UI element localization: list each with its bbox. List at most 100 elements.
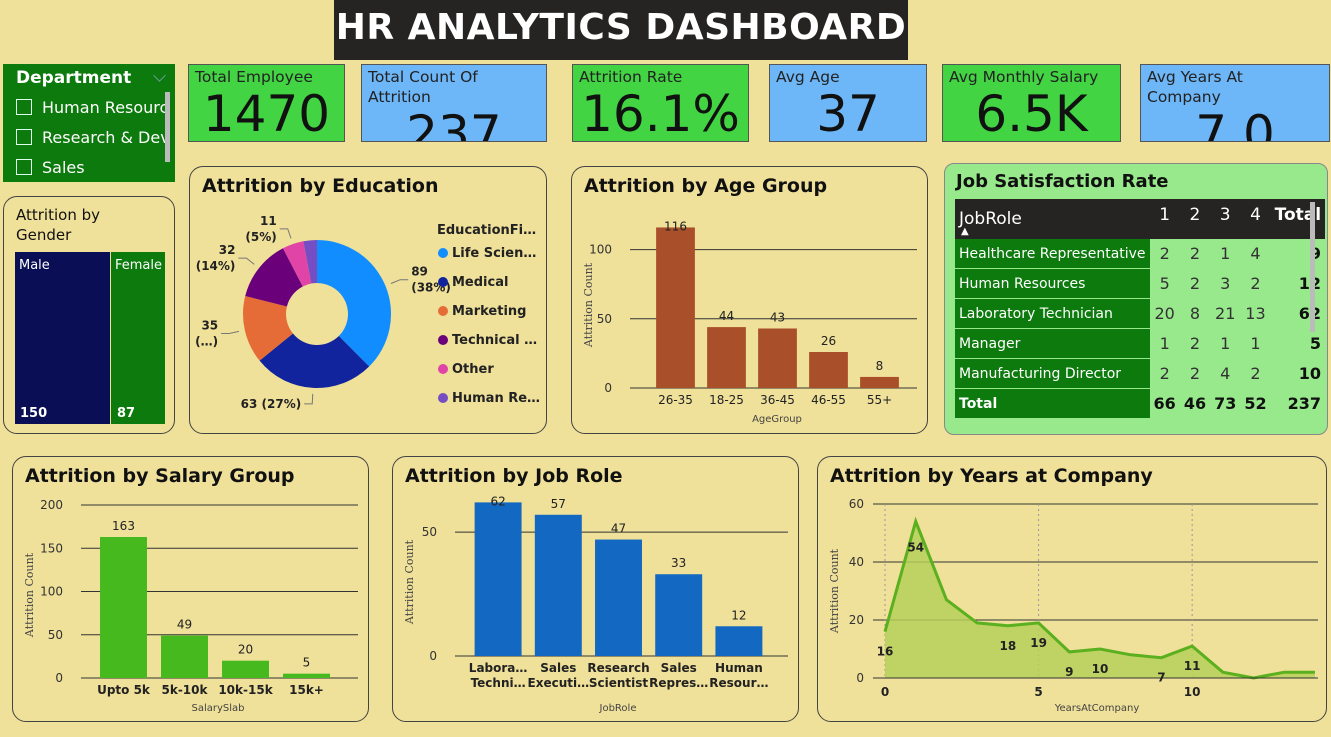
data-label: 43 xyxy=(770,310,785,324)
matrix-row-total: 62 xyxy=(1271,299,1325,329)
slicer-item-research-development[interactable]: Research & Development xyxy=(16,128,166,147)
data-label: 33 xyxy=(671,556,686,570)
slicer-scrollbar[interactable] xyxy=(165,92,170,162)
matrix-cell: 2 xyxy=(1189,274,1201,293)
matrix-row[interactable]: Manufacturing Director 2 2 4 2 10 xyxy=(955,358,1326,389)
matrix-header-2[interactable]: 2 xyxy=(1189,205,1201,225)
donut-slice[interactable] xyxy=(243,296,293,361)
matrix-row-label: Healthcare Representative xyxy=(955,239,1150,269)
matrix-header-jobrole[interactable]: JobRole ▲ xyxy=(959,209,1022,237)
x-tick-label: 15k+ xyxy=(289,683,324,697)
data-label: 116 xyxy=(664,219,687,233)
legend-item[interactable]: Medical xyxy=(452,275,508,290)
bar[interactable] xyxy=(715,626,763,656)
x-tick-label: Resour… xyxy=(709,676,768,690)
donut-slice[interactable] xyxy=(259,333,370,388)
slicer-header: Department xyxy=(16,68,132,88)
matrix-row[interactable]: Human Resources523212 xyxy=(955,268,1326,299)
matrix-scrollbar[interactable] xyxy=(1310,202,1315,332)
x-tick-label: Repres… xyxy=(649,676,708,690)
checkbox-icon[interactable] xyxy=(16,129,32,145)
legend-item[interactable]: Other xyxy=(452,362,494,377)
legend-item[interactable]: Technical … xyxy=(452,333,537,348)
data-label: 8 xyxy=(876,359,884,373)
bar[interactable] xyxy=(707,327,746,388)
matrix-row[interactable]: Manager 1 2 1 1 5 xyxy=(955,328,1326,359)
matrix-row-label: Manufacturing Director xyxy=(955,358,1150,389)
kpi-avg-monthly-salary: Avg Monthly Salary 6.5K xyxy=(942,64,1121,142)
department-slicer: Department Human Resources Research & De… xyxy=(3,64,175,182)
legend-item[interactable]: Life Scien… xyxy=(452,246,536,261)
matrix-row[interactable]: Healthcare Representative 2 2 1 4 9 xyxy=(955,239,1326,269)
jobrole-card: Attrition by Job Role 0 50 62 Labora… Techni… xyxy=(392,456,799,722)
area-fill xyxy=(885,521,1315,678)
gender-card: Attrition by Gender Male 150 Female 87 xyxy=(3,196,175,434)
leader-line xyxy=(279,228,292,239)
x-tick-label: Labora… xyxy=(469,661,528,675)
bar[interactable] xyxy=(474,502,522,656)
data-label: 163 xyxy=(112,519,135,533)
donut-slice[interactable] xyxy=(283,241,312,287)
bar[interactable] xyxy=(534,514,582,656)
matrix-cell: 1 xyxy=(1159,334,1170,353)
data-label: 20 xyxy=(238,643,253,657)
matrix-row-total: 9 xyxy=(1309,244,1322,263)
bar[interactable] xyxy=(655,574,703,656)
job-satisfaction-title: Job Satisfaction Rate xyxy=(956,171,1169,192)
bar[interactable] xyxy=(283,673,330,678)
slicer-item-sales[interactable]: Sales xyxy=(16,158,166,177)
kpi-avg-years-at-company: Avg Years At Company 7.0 xyxy=(1140,64,1330,142)
checkbox-icon[interactable] xyxy=(16,99,32,115)
gender-female-block[interactable]: Female 87 xyxy=(111,252,165,424)
series-line[interactable] xyxy=(883,516,1315,680)
matrix-header-3[interactable]: 3 xyxy=(1219,205,1231,225)
x-tick-label: 10 xyxy=(1184,685,1201,699)
legend-marker xyxy=(438,393,448,403)
sort-arrow-icon[interactable]: ▲ xyxy=(961,226,969,237)
y-tick-label: 40 xyxy=(849,555,864,569)
bar[interactable] xyxy=(595,539,642,656)
donut-slice[interactable] xyxy=(317,240,392,367)
legend-item[interactable]: Marketing xyxy=(452,304,526,319)
gender-card-title: Attrition by Gender xyxy=(16,206,100,244)
checkbox-icon[interactable] xyxy=(16,159,32,175)
legend-title: EducationFi… xyxy=(437,223,536,238)
data-label: 19 xyxy=(1030,636,1047,650)
legend-marker xyxy=(438,277,448,287)
matrix-row-label: Manager xyxy=(955,328,1150,359)
x-tick-label: 0 xyxy=(881,685,889,699)
gender-male-block[interactable]: Male 150 xyxy=(15,252,110,424)
bar[interactable] xyxy=(860,376,899,388)
donut-slice[interactable] xyxy=(245,248,303,307)
bar[interactable] xyxy=(758,328,797,388)
matrix-cell: 4 xyxy=(1220,364,1231,383)
matrix-cell: 2 xyxy=(1159,244,1170,263)
matrix-cell: 2 xyxy=(1189,244,1201,263)
slicer-item-human-resources[interactable]: Human Resources xyxy=(16,98,166,117)
x-tick-label: 5k-10k xyxy=(162,683,209,697)
x-tick-label: Sales xyxy=(661,661,697,675)
chevron-down-icon[interactable] xyxy=(153,69,166,82)
matrix-header-1[interactable]: 1 xyxy=(1159,205,1171,225)
bar[interactable] xyxy=(809,352,848,388)
y-tick-label: 0 xyxy=(55,671,63,685)
data-label: 11 xyxy=(1184,659,1201,673)
bar[interactable] xyxy=(161,635,208,678)
legend-marker xyxy=(438,306,448,316)
donut-slice[interactable] xyxy=(303,240,317,284)
matrix-cell: 20 xyxy=(1154,304,1175,323)
matrix-header-4[interactable]: 4 xyxy=(1250,205,1261,225)
leader-line xyxy=(390,279,409,284)
x-tick-label: Executi… xyxy=(528,676,590,690)
bar[interactable] xyxy=(222,660,269,678)
x-tick-label: 36-45 xyxy=(760,393,795,407)
y-tick-label: 20 xyxy=(849,613,864,627)
matrix-total-row: Total 66 46 73 52 237 xyxy=(955,388,1326,418)
data-label: 5 xyxy=(303,656,311,670)
bar[interactable] xyxy=(656,227,695,388)
matrix-header-total[interactable]: Total xyxy=(1274,205,1322,225)
bar[interactable] xyxy=(100,537,147,678)
salary-title: Attrition by Salary Group xyxy=(25,465,295,487)
legend-item[interactable]: Human Re… xyxy=(452,391,540,406)
